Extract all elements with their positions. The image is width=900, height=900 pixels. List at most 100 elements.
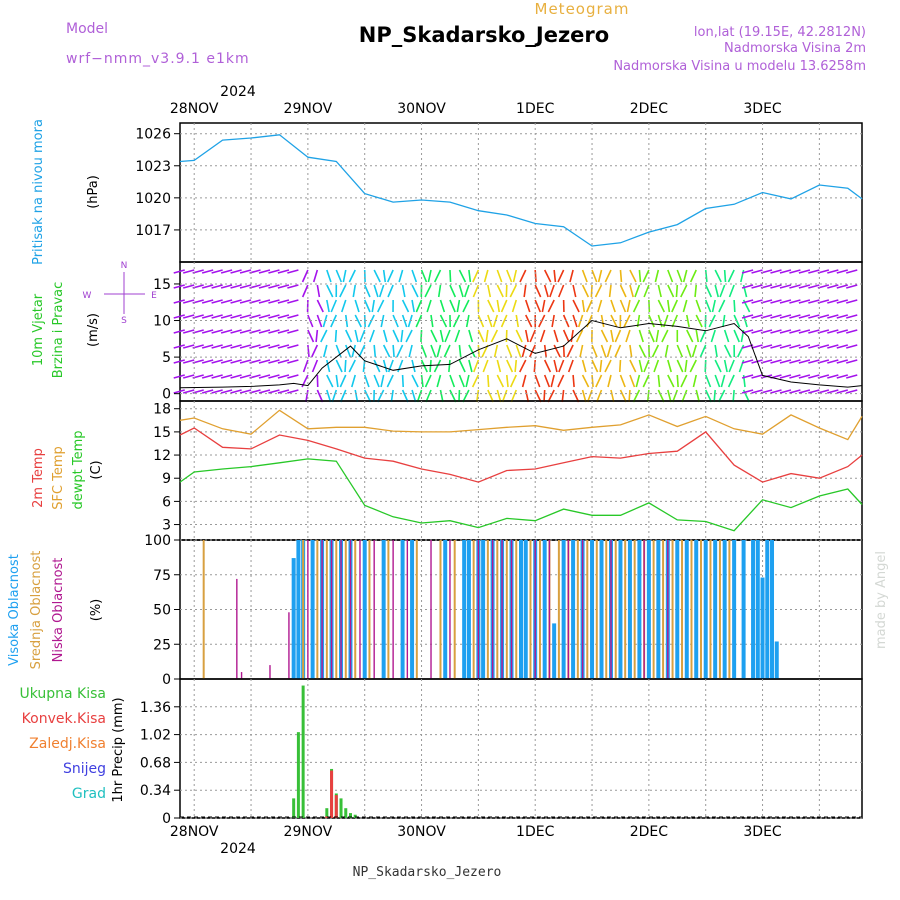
cloud-bar bbox=[481, 540, 486, 679]
wind-barb-icon bbox=[425, 389, 432, 403]
wind-barb-icon bbox=[382, 359, 388, 373]
wind-barb-icon bbox=[557, 269, 565, 283]
wind-barb-icon bbox=[798, 314, 811, 319]
wind-barb-icon bbox=[524, 329, 529, 343]
wind-barb-icon bbox=[401, 284, 406, 298]
wind-barb-icon bbox=[632, 299, 641, 313]
wind-barb-icon bbox=[511, 299, 518, 313]
wind-barb-icon bbox=[496, 389, 502, 403]
wind-barb-icon bbox=[550, 374, 555, 388]
cloud-bar bbox=[538, 540, 541, 679]
cloud-bar bbox=[349, 540, 352, 679]
wind-barb-icon bbox=[485, 329, 489, 343]
wind-barb-icon bbox=[671, 299, 679, 313]
wind-barb-icon bbox=[386, 269, 394, 283]
wind-barb-icon bbox=[751, 314, 763, 319]
wind-barb-icon bbox=[352, 284, 357, 298]
wind-barb-icon bbox=[239, 314, 252, 319]
wind-barb-icon bbox=[430, 344, 437, 358]
wind-barb-icon bbox=[454, 329, 461, 343]
cloud-bar bbox=[618, 540, 623, 679]
cloud-bar bbox=[387, 540, 390, 679]
wind-barb-icon bbox=[230, 269, 242, 274]
wind-barb-icon bbox=[704, 299, 712, 313]
wind-barb-icon bbox=[211, 269, 223, 274]
wind-barb-icon bbox=[695, 329, 700, 343]
wind-barb-icon bbox=[258, 389, 271, 394]
wind-barb-icon bbox=[345, 344, 352, 358]
wind-barb-icon bbox=[465, 314, 470, 328]
wind-barb-icon bbox=[779, 269, 792, 274]
compass-e: E bbox=[151, 291, 157, 301]
wind-barb-icon bbox=[471, 374, 480, 388]
day-label-top: 1DEC bbox=[516, 101, 555, 117]
wind-barb-icon bbox=[268, 329, 280, 334]
wind-barb-icon bbox=[684, 359, 688, 373]
credit-watermark: made by Angel bbox=[874, 551, 889, 649]
wind-barb-icon bbox=[543, 389, 546, 403]
wind-barb-icon bbox=[618, 359, 622, 373]
wind-barb-icon bbox=[211, 284, 223, 289]
cloud-bar bbox=[542, 540, 547, 679]
wind-barb-icon bbox=[543, 284, 549, 298]
day-label-top: 3DEC bbox=[743, 101, 782, 117]
wind-barb-icon bbox=[779, 389, 792, 394]
wind-barb-icon bbox=[591, 374, 594, 388]
cloud-bar bbox=[354, 540, 357, 679]
wind-barb-icon bbox=[363, 284, 371, 298]
y-tick-label: 0.68 bbox=[140, 755, 171, 771]
wind-barb-icon bbox=[691, 344, 698, 358]
wind-barb-icon bbox=[827, 374, 839, 379]
precip-bar bbox=[301, 685, 305, 818]
wind-barb-icon bbox=[827, 389, 839, 394]
wind-barb-icon bbox=[458, 269, 467, 283]
wind-barb-icon bbox=[770, 299, 782, 304]
wind-barb-icon bbox=[779, 344, 792, 349]
wind-barb-icon bbox=[401, 374, 405, 388]
wind-barb-icon bbox=[733, 329, 740, 343]
wind-barb-icon bbox=[220, 374, 233, 379]
wind-barb-icon bbox=[657, 389, 665, 403]
wind-barb-icon bbox=[487, 389, 495, 403]
wind-barb-icon bbox=[277, 329, 290, 334]
wind-barb-icon bbox=[436, 344, 442, 358]
wind-barb-icon bbox=[710, 329, 716, 343]
sfc-temp-line bbox=[179, 409, 863, 441]
precip-legend-item: Zaledj.Kisa bbox=[29, 736, 106, 752]
wind-barb-icon bbox=[369, 329, 375, 343]
wind-barb-icon bbox=[770, 314, 782, 319]
wind-barb-icon bbox=[610, 389, 615, 403]
cloud-bar bbox=[656, 540, 661, 679]
wind-barb-icon bbox=[682, 299, 688, 313]
wind-barb-icon bbox=[604, 269, 612, 283]
wind-barb-icon bbox=[211, 299, 223, 304]
wind-barb-icon bbox=[500, 299, 508, 313]
cloud-bar bbox=[643, 540, 645, 679]
wind-barb-icon bbox=[506, 269, 513, 283]
wind-barb-icon bbox=[509, 374, 517, 388]
wind-barb-icon bbox=[398, 269, 404, 283]
wind-barb-icon bbox=[387, 359, 394, 373]
wind-barb-icon bbox=[363, 299, 371, 313]
cloud-bar bbox=[534, 540, 536, 679]
wind-barb-icon bbox=[534, 269, 537, 283]
wind-barb-icon bbox=[377, 299, 385, 313]
wind-barb-icon bbox=[723, 344, 732, 358]
wind-barb-icon bbox=[287, 269, 299, 274]
wind-barb-icon bbox=[547, 299, 555, 313]
wind-barb-icon bbox=[692, 374, 698, 388]
dewpoint-line bbox=[179, 458, 863, 532]
wind-barb-icon bbox=[220, 284, 233, 289]
cloud-bar bbox=[240, 672, 243, 679]
wind-barb-icon bbox=[519, 269, 527, 283]
wind-barb-icon bbox=[182, 374, 195, 379]
wind-barb-icon bbox=[376, 389, 385, 403]
precip-unit: 1hr Precip (mm) bbox=[111, 697, 126, 802]
wind-barb-icon bbox=[667, 284, 675, 298]
wind-barb-icon bbox=[230, 344, 242, 349]
wind-barb-icon bbox=[600, 314, 605, 328]
wind-barb-icon bbox=[373, 269, 381, 283]
cloud-bar bbox=[466, 540, 471, 679]
wind-barb-icon bbox=[258, 284, 271, 289]
wind-barb-icon bbox=[482, 359, 489, 373]
